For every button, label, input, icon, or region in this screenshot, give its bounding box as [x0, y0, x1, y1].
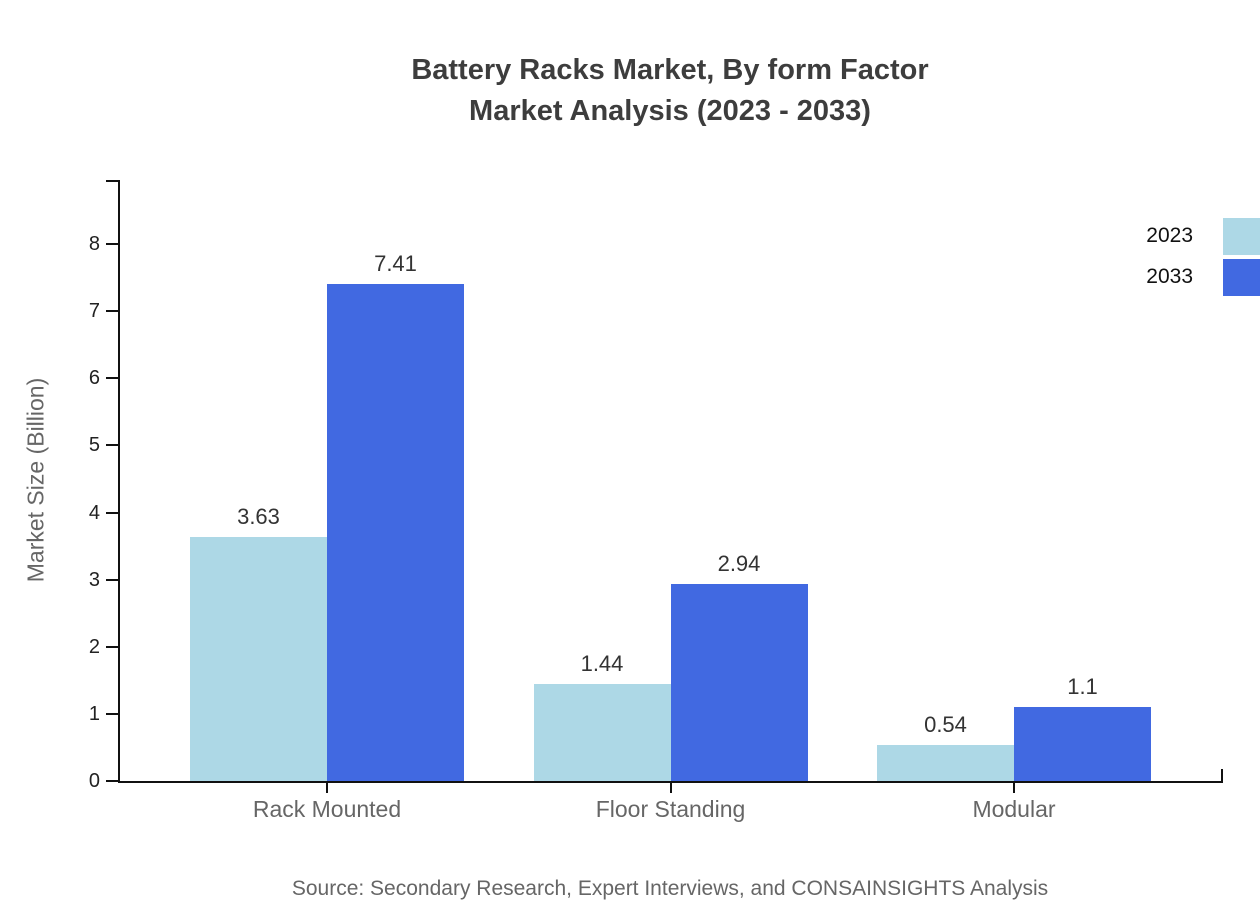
y-tick: [106, 578, 118, 581]
legend-swatch-2023: [1223, 217, 1260, 255]
bar-2033-rack-mounted: [327, 283, 464, 781]
y-tick-label-6: 6: [88, 367, 100, 390]
value-label-2033-rack-mounted: 7.41: [374, 250, 417, 276]
y-tick-label-8: 8: [88, 233, 100, 255]
y-tick: [106, 310, 118, 313]
legend-label-2023: 2023: [1146, 224, 1193, 247]
x-tick-rack-mounted: [326, 783, 328, 793]
bar-2023-rack-mounted: [190, 537, 327, 781]
value-label-2033-floor-standing: 2.94: [717, 550, 761, 576]
value-label-2023-rack-mounted: 3.63: [237, 504, 280, 530]
legend: 2023 2033: [1146, 217, 1260, 299]
legend-label-2033: 2033: [1146, 265, 1193, 288]
y-tick-label-5: 5: [88, 434, 100, 457]
value-label-2023-floor-standing: 1.44: [580, 651, 624, 677]
legend-item-2033: 2033: [1146, 258, 1260, 296]
x-axis-line: [118, 781, 1223, 783]
chart-title-line1: Battery Racks Market, By form Factor: [411, 54, 929, 86]
y-tick-label-0: 0: [88, 770, 100, 792]
legend-swatch-2033: [1223, 258, 1260, 296]
bar-2033-modular: [1014, 707, 1151, 781]
y-tick-label-1: 1: [88, 702, 100, 725]
x-category-label-modular: Modular: [972, 796, 1056, 822]
source-note: Source: Secondary Research, Expert Inter…: [291, 877, 1049, 900]
x-category-label-rack-mounted: Rack Mounted: [252, 796, 402, 822]
y-tick: [106, 243, 118, 245]
chart-title: Battery Racks Market, By form Factor Mar…: [80, 50, 1260, 132]
bar-2023-modular: [877, 744, 1014, 781]
y-tick: [106, 712, 118, 715]
y-tick-label-4: 4: [88, 501, 100, 524]
x-tick-modular: [1013, 783, 1015, 793]
y-tick: [106, 645, 118, 648]
bar-2033-floor-standing: [670, 583, 808, 781]
y-axis-top-cap: [106, 180, 118, 182]
y-tick: [106, 511, 118, 514]
chart-title-line2: Market Analysis (2023 - 2033): [469, 95, 871, 127]
value-label-2023-modular: 0.54: [924, 711, 967, 737]
bar-2023-floor-standing: [533, 684, 671, 781]
y-axis-line: [118, 180, 120, 783]
x-tick-floor-standing: [669, 783, 672, 793]
x-axis-end-cap: [1221, 769, 1223, 781]
y-tick: [106, 780, 118, 782]
y-tick: [106, 444, 118, 447]
y-tick-label-7: 7: [88, 300, 100, 323]
y-tick-label-3: 3: [88, 568, 100, 591]
value-label-2033-modular: 1.1: [1067, 674, 1098, 700]
y-tick: [106, 377, 118, 380]
y-tick-label-2: 2: [88, 635, 100, 658]
y-axis-title: Market Size (Billion): [22, 377, 49, 583]
x-category-label-floor-standing: Floor Standing: [595, 796, 746, 822]
legend-item-2023: 2023: [1146, 217, 1260, 255]
